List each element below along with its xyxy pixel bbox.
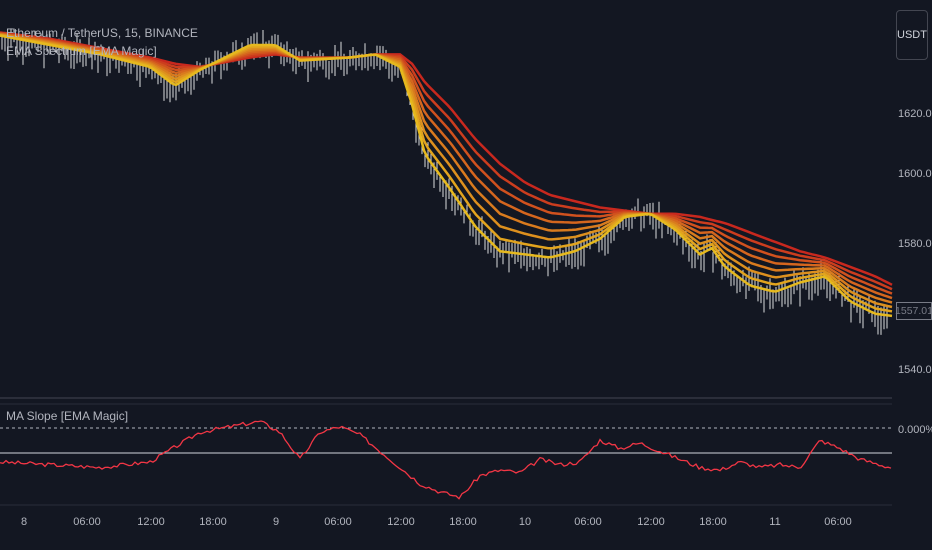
time-tick-label: 18:00 <box>199 516 227 528</box>
time-tick-label: 12:00 <box>637 516 665 528</box>
time-tick-label: 06:00 <box>73 516 101 528</box>
price-tick-label: 1620.00 <box>898 108 932 120</box>
indicator-label-ema-spectrum[interactable]: EMA Spectrum [EMA Magic] <box>6 44 157 58</box>
slope-tick-label: 0.000% <box>898 424 932 436</box>
ema-line-2 <box>0 33 893 313</box>
ema-line-1 <box>0 34 893 318</box>
time-tick-label: 12:00 <box>387 516 415 528</box>
price-tick-label: 1600.00 <box>898 168 932 180</box>
time-tick-label: 11 <box>769 516 781 528</box>
ema-line-7 <box>0 31 893 291</box>
time-tick-label: 8 <box>20 516 28 528</box>
currency-unit-button[interactable]: USDT <box>896 10 928 60</box>
ema-spectrum-ribbon <box>0 31 893 318</box>
time-tick-label: 18:00 <box>699 516 727 528</box>
ema-line-4 <box>0 33 893 304</box>
grid <box>0 397 892 506</box>
time-tick-label: 18:00 <box>449 516 477 528</box>
indicator-label-ma-slope[interactable]: MA Slope [EMA Magic] <box>6 409 129 423</box>
ma-slope-panel <box>0 420 892 500</box>
time-tick-label: 06:00 <box>824 516 852 528</box>
price-tick-label: 1580.00 <box>898 238 932 250</box>
time-tick-label: 9 <box>272 516 280 528</box>
ma-slope-line <box>0 420 892 500</box>
ema-line-3 <box>0 33 893 309</box>
last-price-badge: 1557.01 <box>895 302 932 320</box>
symbol-title[interactable]: Ethereum / TetherUS, 15, BINANCE <box>6 26 198 40</box>
ema-line-5 <box>0 32 893 300</box>
ema-line-8 <box>0 31 893 286</box>
price-tick-label: 1540.00 <box>898 364 932 376</box>
time-tick-label: 10 <box>518 516 532 528</box>
time-tick-label: 12:00 <box>137 516 165 528</box>
time-tick-label: 06:00 <box>574 516 602 528</box>
ema-line-6 <box>0 32 893 295</box>
time-tick-label: 06:00 <box>324 516 352 528</box>
